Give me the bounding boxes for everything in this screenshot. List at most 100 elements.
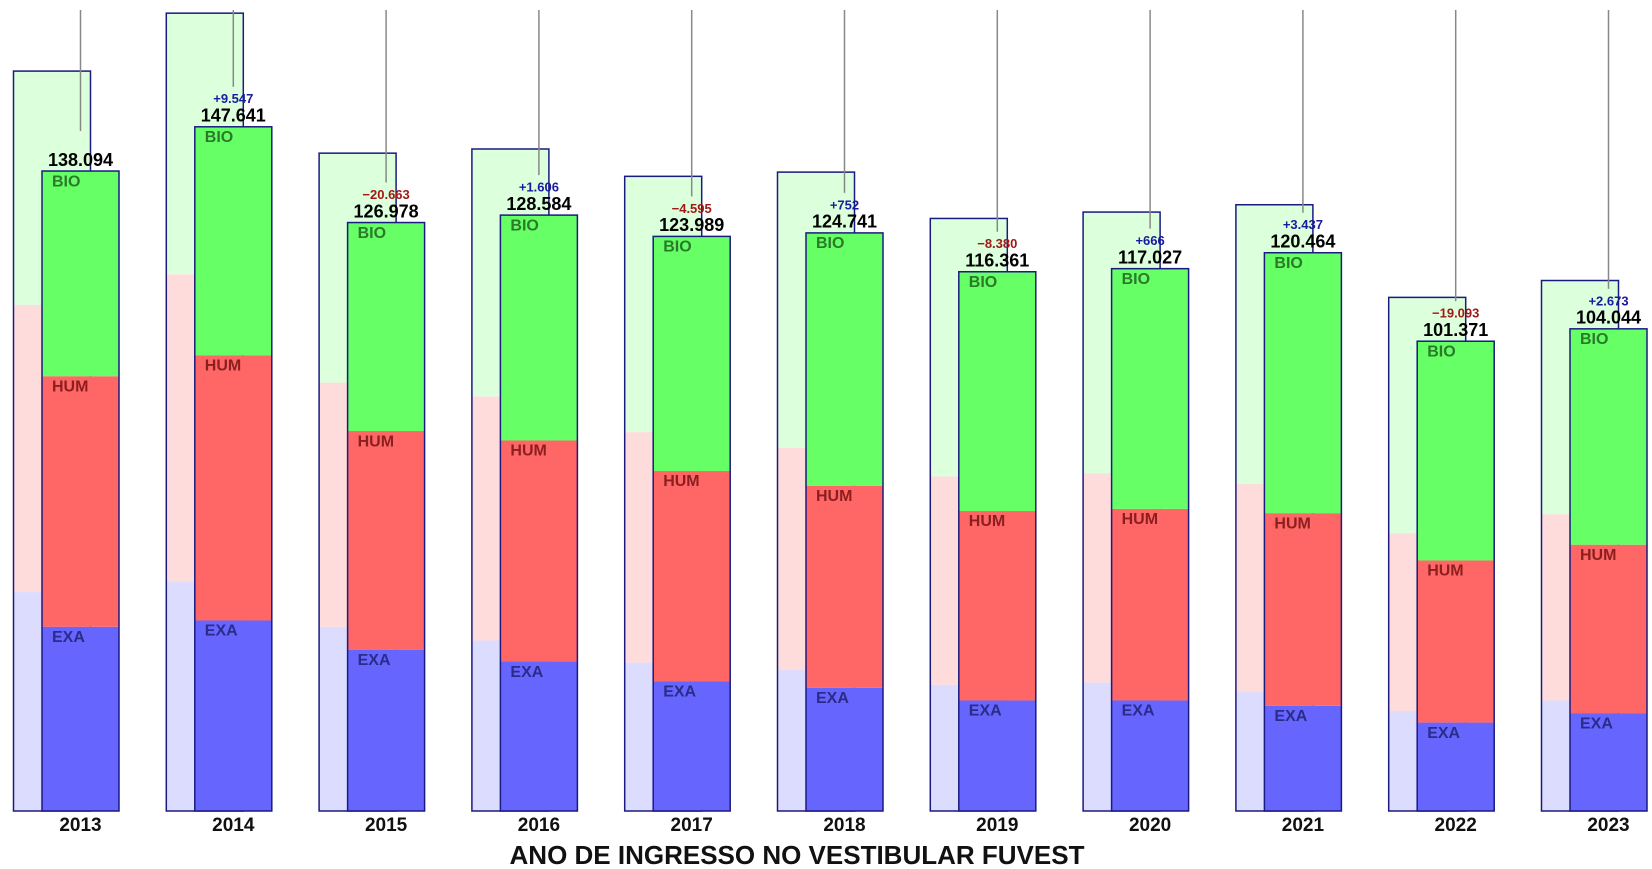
total-label: 123.989: [659, 215, 724, 235]
delta-label: +3.437: [1283, 217, 1323, 232]
bar-segment: [1111, 268, 1189, 509]
bar-segment: [1111, 700, 1189, 811]
x-tick-label: 2023: [1587, 815, 1629, 836]
bar-segment: [347, 431, 425, 650]
x-tick-label: 2022: [1435, 815, 1477, 836]
bar-segment: [958, 511, 1036, 701]
x-tick-label: 2018: [823, 815, 865, 836]
bar-segment: [500, 440, 578, 662]
segment-label: BIO: [969, 274, 997, 291]
segment-label: BIO: [52, 173, 80, 190]
bar-outline: [1110, 267, 1190, 812]
segment-label: EXA: [52, 629, 85, 646]
segment-label: HUM: [1580, 547, 1616, 564]
bar-segment: [1570, 544, 1647, 714]
total-label: 120.464: [1270, 231, 1335, 251]
x-tick-label: 2020: [1129, 815, 1171, 836]
segment-label: HUM: [358, 433, 394, 450]
bar-outline: [652, 235, 731, 812]
bar-segment: [347, 222, 425, 432]
segment-label: BIO: [663, 239, 691, 256]
total-label: 124.741: [812, 212, 877, 232]
segment-label: HUM: [1274, 515, 1310, 532]
segment-label: HUM: [816, 488, 852, 505]
delta-label: −4.595: [672, 201, 712, 216]
bar-segment: [500, 215, 578, 441]
x-axis-title: ANO DE INGRESSO NO VESTIBULAR FUVEST: [510, 840, 1085, 869]
bar-segment: [806, 687, 883, 811]
bar-outline: [41, 170, 120, 812]
delta-label: −8.380: [977, 236, 1017, 251]
bar-segment: [194, 126, 272, 356]
bar-segment: [958, 700, 1036, 811]
total-label: 128.584: [506, 194, 571, 214]
bar-segment: [1417, 560, 1495, 723]
bar-segment: [194, 355, 272, 621]
bar-outline: [958, 270, 1037, 812]
delta-label: +2.673: [1588, 293, 1628, 308]
bar-segment: [42, 626, 119, 811]
segment-label: EXA: [1580, 715, 1613, 732]
segment-label: BIO: [358, 225, 386, 242]
segment-label: BIO: [510, 217, 538, 234]
total-label: 117.027: [1118, 247, 1182, 267]
segment-label: HUM: [1427, 563, 1463, 580]
segment-label: EXA: [969, 703, 1002, 720]
bar-segment: [806, 485, 883, 688]
delta-label: +9.547: [213, 91, 253, 106]
segment-label: HUM: [1122, 511, 1158, 528]
delta-label: −19.093: [1432, 306, 1479, 321]
bar-segment: [500, 661, 578, 811]
x-tick-label: 2015: [365, 815, 408, 836]
segment-label: BIO: [205, 129, 233, 146]
segment-label: HUM: [52, 378, 88, 395]
delta-label: +666: [1135, 233, 1164, 248]
bar-segment: [653, 471, 731, 682]
segment-label: EXA: [1122, 703, 1155, 720]
bar-outline: [1416, 340, 1495, 812]
total-label: 101.371: [1423, 320, 1488, 340]
bar-outline: [346, 221, 426, 812]
bar-segment: [1417, 341, 1495, 561]
segment-label: BIO: [816, 235, 844, 252]
bar-segment: [42, 376, 119, 627]
bar-segment: [1264, 513, 1342, 706]
segment-label: EXA: [358, 652, 391, 669]
bar-segment: [1570, 328, 1647, 545]
bar-segment: [42, 171, 119, 377]
delta-label: −20.663: [362, 187, 409, 202]
bar-segment: [347, 649, 425, 811]
bar-segment: [806, 232, 883, 486]
segment-label: EXA: [1274, 708, 1307, 725]
delta-label: +752: [830, 197, 859, 212]
bar-outline: [194, 126, 273, 812]
bar-segment: [194, 620, 272, 811]
bar-segment: [653, 681, 731, 811]
bar-segment: [958, 271, 1036, 512]
x-tick-label: 2014: [212, 815, 255, 836]
segment-label: EXA: [205, 623, 238, 640]
bar-outline: [805, 232, 884, 812]
bar-outline: [1263, 251, 1343, 812]
segment-label: HUM: [510, 443, 546, 460]
bar-outline: [499, 214, 579, 812]
segment-label: HUM: [205, 357, 241, 374]
total-label: 126.978: [354, 201, 419, 221]
total-label: 116.361: [965, 250, 1029, 270]
segment-label: BIO: [1122, 271, 1150, 288]
segment-label: EXA: [816, 690, 849, 707]
segment-label: BIO: [1427, 343, 1455, 360]
total-label: 104.044: [1576, 308, 1641, 328]
segment-label: EXA: [663, 684, 696, 701]
total-label: 147.641: [201, 106, 266, 126]
bar-segment: [1264, 252, 1342, 514]
x-tick-label: 2017: [671, 815, 713, 836]
bar-segment: [1417, 722, 1495, 811]
segment-label: HUM: [663, 473, 699, 490]
bar-outline: [1569, 328, 1648, 812]
x-tick-label: 2021: [1282, 815, 1325, 836]
bar-segment: [1570, 713, 1647, 811]
bar-segment: [1264, 705, 1342, 811]
segment-label: BIO: [1580, 331, 1608, 348]
